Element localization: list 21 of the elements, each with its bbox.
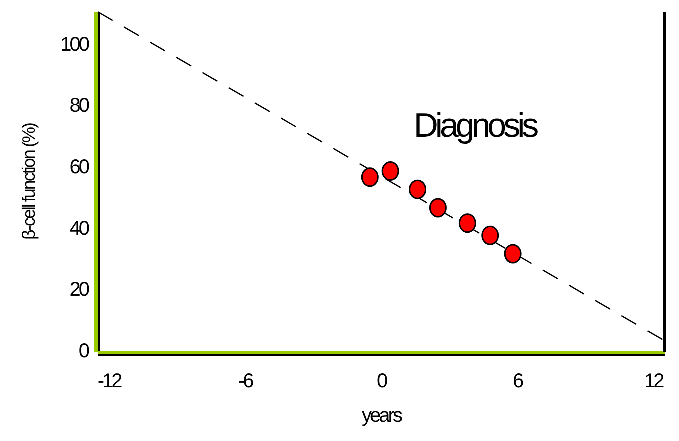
y-tick-label: 20 <box>70 279 90 302</box>
point <box>458 214 476 234</box>
x-tick-label: 6 <box>513 370 524 392</box>
annotation: Diagnosis <box>414 107 538 145</box>
point <box>409 180 427 200</box>
x-tick-label: -6 <box>238 370 254 392</box>
y-axis-title: β-cell function (%) <box>18 124 39 240</box>
y-tick-label: 40 <box>70 218 90 240</box>
x-axis-title: years <box>362 405 403 427</box>
point <box>482 226 500 246</box>
y-tick-label: 100 <box>60 34 90 56</box>
x-tick-label: -12 <box>98 370 123 392</box>
point <box>504 244 522 264</box>
point <box>429 198 447 218</box>
point <box>382 162 400 182</box>
x-tick-label: 12 <box>644 370 665 392</box>
y-tick-label: 0 <box>78 340 90 362</box>
y-tick-label: 60 <box>70 156 90 178</box>
point <box>361 168 379 188</box>
x-tick-label: 0 <box>376 370 388 392</box>
y-tick-label: 80 <box>70 95 90 118</box>
